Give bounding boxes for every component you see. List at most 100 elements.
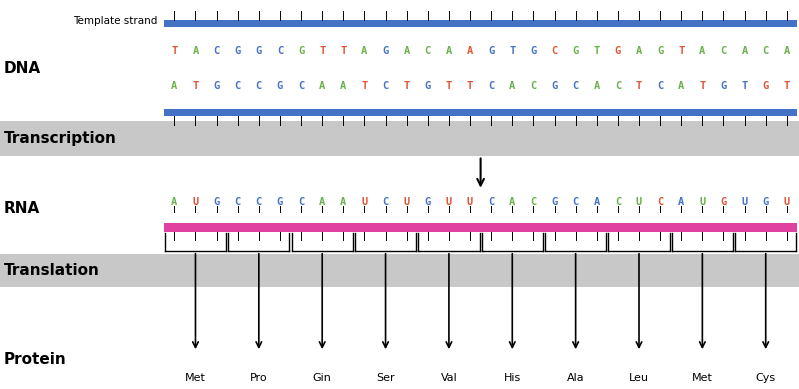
Text: G: G (276, 197, 283, 207)
Text: G: G (213, 81, 220, 91)
Text: C: C (213, 46, 220, 56)
Text: RNA: RNA (4, 201, 40, 216)
Text: A: A (636, 46, 642, 56)
Text: G: G (425, 81, 431, 91)
Text: T: T (403, 81, 410, 91)
Text: C: C (614, 81, 621, 91)
Text: C: C (721, 46, 726, 56)
Text: G: G (488, 46, 495, 56)
Text: A: A (509, 197, 515, 207)
Text: U: U (699, 197, 706, 207)
Text: C: C (298, 81, 304, 91)
Text: C: C (531, 81, 536, 91)
Text: C: C (383, 81, 388, 91)
Text: G: G (551, 81, 558, 91)
Text: A: A (467, 46, 473, 56)
Text: G: G (551, 197, 558, 207)
Text: A: A (319, 81, 325, 91)
Text: T: T (678, 46, 685, 56)
Text: U: U (361, 197, 368, 207)
Text: C: C (573, 197, 578, 207)
Text: C: C (657, 197, 663, 207)
Text: T: T (193, 81, 199, 91)
Text: A: A (340, 197, 347, 207)
Text: Met: Met (185, 373, 206, 384)
Text: Met: Met (692, 373, 713, 384)
Text: C: C (614, 197, 621, 207)
Text: Val: Val (440, 373, 457, 384)
Text: G: G (762, 197, 769, 207)
Text: T: T (784, 81, 790, 91)
Text: A: A (446, 46, 452, 56)
Text: A: A (594, 197, 600, 207)
Text: C: C (573, 81, 578, 91)
Text: T: T (741, 81, 748, 91)
Text: A: A (784, 46, 790, 56)
Text: T: T (361, 81, 368, 91)
Text: U: U (446, 197, 452, 207)
Bar (0, 121, 799, 156)
Text: C: C (256, 197, 262, 207)
Text: G: G (298, 46, 304, 56)
Text: U: U (784, 197, 790, 207)
Text: T: T (636, 81, 642, 91)
Text: T: T (446, 81, 452, 91)
Text: G: G (762, 81, 769, 91)
Text: G: G (235, 46, 240, 56)
Text: A: A (509, 81, 515, 91)
Text: G: G (256, 46, 262, 56)
Bar (164, 109, 797, 116)
Text: T: T (319, 46, 325, 56)
Text: C: C (383, 197, 388, 207)
Text: G: G (573, 46, 578, 56)
Text: G: G (531, 46, 536, 56)
Text: A: A (403, 46, 410, 56)
Text: G: G (614, 46, 621, 56)
Text: U: U (193, 197, 199, 207)
Bar (164, 20, 797, 27)
Text: C: C (551, 46, 558, 56)
Text: T: T (509, 46, 515, 56)
Text: G: G (425, 197, 431, 207)
Text: A: A (319, 197, 325, 207)
Text: Template strand: Template strand (73, 16, 157, 26)
Text: Transcription: Transcription (4, 131, 117, 145)
Text: A: A (741, 46, 748, 56)
Text: A: A (193, 46, 199, 56)
Text: Protein: Protein (4, 352, 67, 367)
Text: A: A (594, 81, 600, 91)
Text: His: His (503, 373, 521, 384)
Text: Gin: Gin (312, 373, 332, 384)
Text: U: U (741, 197, 748, 207)
Text: C: C (762, 46, 769, 56)
Text: C: C (425, 46, 431, 56)
Text: C: C (276, 46, 283, 56)
Text: T: T (699, 81, 706, 91)
Text: G: G (276, 81, 283, 91)
Text: T: T (594, 46, 600, 56)
Text: U: U (636, 197, 642, 207)
Text: T: T (340, 46, 347, 56)
Text: C: C (657, 81, 663, 91)
Text: T: T (467, 81, 473, 91)
Text: G: G (657, 46, 663, 56)
Text: Leu: Leu (629, 373, 649, 384)
Text: U: U (467, 197, 473, 207)
Text: A: A (678, 197, 685, 207)
Text: U: U (403, 197, 410, 207)
Bar (0, 254, 799, 287)
Text: C: C (488, 81, 495, 91)
Text: T: T (171, 46, 177, 56)
Text: Cys: Cys (756, 373, 776, 384)
Text: A: A (361, 46, 368, 56)
Text: Ala: Ala (566, 373, 584, 384)
Text: A: A (340, 81, 347, 91)
Text: A: A (171, 81, 177, 91)
Bar (164, 223, 797, 232)
Text: C: C (235, 197, 240, 207)
Text: C: C (488, 197, 495, 207)
Text: C: C (235, 81, 240, 91)
Text: G: G (213, 197, 220, 207)
Text: A: A (699, 46, 706, 56)
Text: A: A (171, 197, 177, 207)
